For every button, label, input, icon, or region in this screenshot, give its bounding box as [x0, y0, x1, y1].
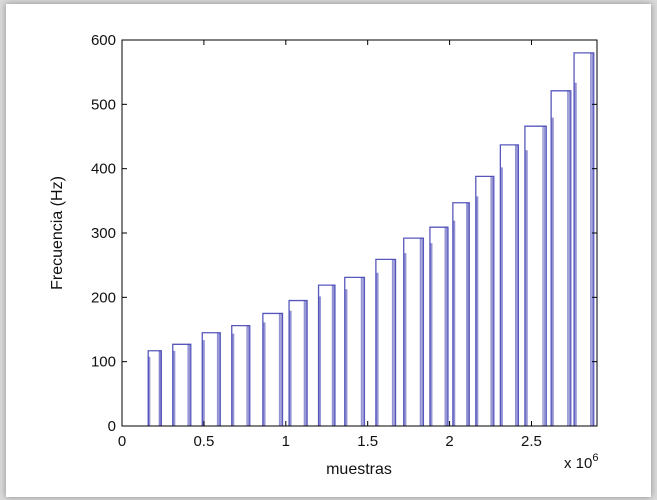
- x-axis-ticks: 0 0.5 1 1.5 2 2.5: [118, 40, 542, 450]
- y-tick-label: 0: [108, 418, 116, 435]
- segment-outline: [573, 52, 595, 426]
- frequency-segment: [344, 276, 366, 426]
- frequency-segment: [262, 312, 284, 426]
- segment-outline: [201, 332, 221, 426]
- x-tick-label: 1: [282, 433, 290, 450]
- y-axis-ticks: 0 100 200 300 400 500 600: [91, 32, 597, 435]
- chart-frame: 0 0.5 1 1.5 2 2.5 0 100 200 300 400 500 600 muestra…: [6, 4, 651, 497]
- x-axis-multiplier: x 106: [564, 452, 598, 472]
- segment-outline: [452, 202, 470, 426]
- frequency-chart: 0 0.5 1 1.5 2 2.5 0 100 200 300 400 500 600 muestra…: [49, 32, 598, 478]
- x-tick-label: 0: [118, 433, 126, 450]
- chart-marks: [147, 52, 595, 426]
- segment-outline: [231, 324, 251, 426]
- x-multiplier-exponent: 6: [592, 452, 598, 464]
- frequency-segment: [375, 258, 397, 426]
- segment-outline: [499, 144, 520, 426]
- segment-outline: [317, 284, 336, 426]
- x-tick-label: 2: [445, 433, 453, 450]
- segment-outline: [475, 175, 495, 426]
- y-tick-label: 400: [91, 161, 116, 178]
- frequency-segment: [524, 125, 547, 426]
- frequency-segment: [231, 324, 251, 426]
- frequency-segment: [317, 284, 336, 426]
- y-tick-label: 500: [91, 96, 116, 113]
- segment-outline: [172, 343, 192, 426]
- frequency-segment: [475, 175, 495, 426]
- segment-outline: [375, 258, 397, 426]
- segment-outline: [344, 276, 366, 426]
- segment-outline: [524, 125, 547, 426]
- frequency-segment: [452, 202, 470, 426]
- frequency-segment: [147, 350, 162, 426]
- segment-outline: [288, 299, 308, 426]
- frequency-segment: [288, 299, 308, 426]
- y-tick-label: 300: [91, 225, 116, 242]
- x-multiplier-base: x 10: [564, 455, 592, 472]
- frequency-segment: [429, 226, 449, 426]
- y-tick-label: 200: [91, 289, 116, 306]
- frequency-segment: [172, 343, 192, 426]
- frequency-segment: [573, 52, 595, 426]
- frequency-segment: [201, 332, 221, 426]
- segment-outline: [403, 237, 425, 426]
- x-tick-label: 0.5: [193, 433, 214, 450]
- segment-outline: [550, 90, 572, 426]
- y-axis-label: Frecuencia (Hz): [49, 176, 66, 290]
- y-tick-label: 600: [91, 32, 116, 49]
- x-axis-label: muestras: [326, 461, 392, 478]
- frequency-segment: [403, 237, 425, 426]
- x-tick-label: 2.5: [521, 433, 542, 450]
- x-tick-label: 1.5: [357, 433, 378, 450]
- frequency-segment: [550, 90, 572, 426]
- segment-outline: [262, 312, 284, 426]
- y-tick-label: 100: [91, 354, 116, 371]
- segment-outline: [429, 226, 449, 426]
- frequency-segment: [499, 144, 520, 426]
